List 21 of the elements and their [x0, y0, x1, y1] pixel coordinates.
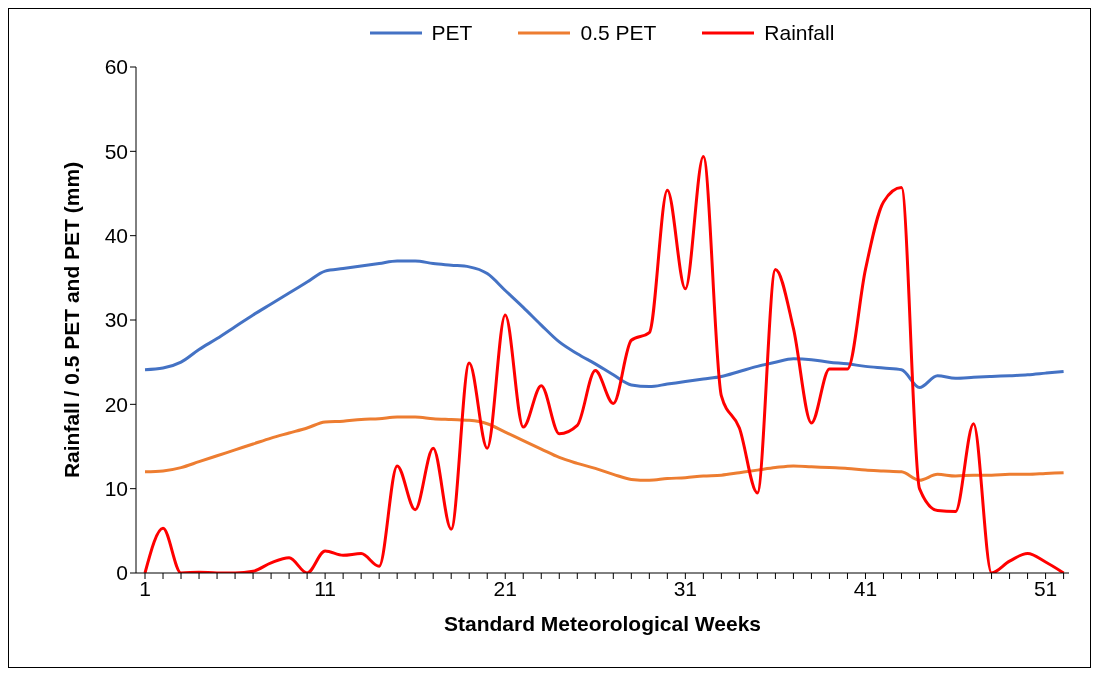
- x-tick-label: 11: [314, 576, 337, 600]
- y-tick-label: 30: [104, 308, 128, 332]
- y-tick-label: 50: [104, 139, 128, 163]
- y-tick-label: 0: [116, 561, 128, 585]
- y-tick-label: 40: [104, 224, 128, 248]
- x-tick-label: 21: [493, 576, 517, 600]
- line-series: [143, 259, 1066, 389]
- y-axis-title: Rainfall / 0.5 PET and PET (mm): [60, 161, 84, 479]
- line-series: [143, 154, 1066, 573]
- y-tick-label: 60: [104, 55, 128, 79]
- legend-label: Rainfall: [764, 21, 835, 45]
- y-tick-label: 20: [104, 392, 128, 416]
- legend-label: 0.5 PET: [580, 21, 657, 45]
- x-tick-label: 41: [853, 576, 878, 600]
- x-tick-label: 51: [1033, 576, 1058, 600]
- line-series: [143, 415, 1066, 482]
- x-axis-title: Standard Meteorological Weeks: [443, 612, 762, 635]
- y-tick-label: 10: [104, 477, 128, 501]
- x-tick-label: 31: [673, 576, 698, 600]
- legend-label: PET: [431, 21, 473, 45]
- x-tick-label: 1: [139, 576, 151, 600]
